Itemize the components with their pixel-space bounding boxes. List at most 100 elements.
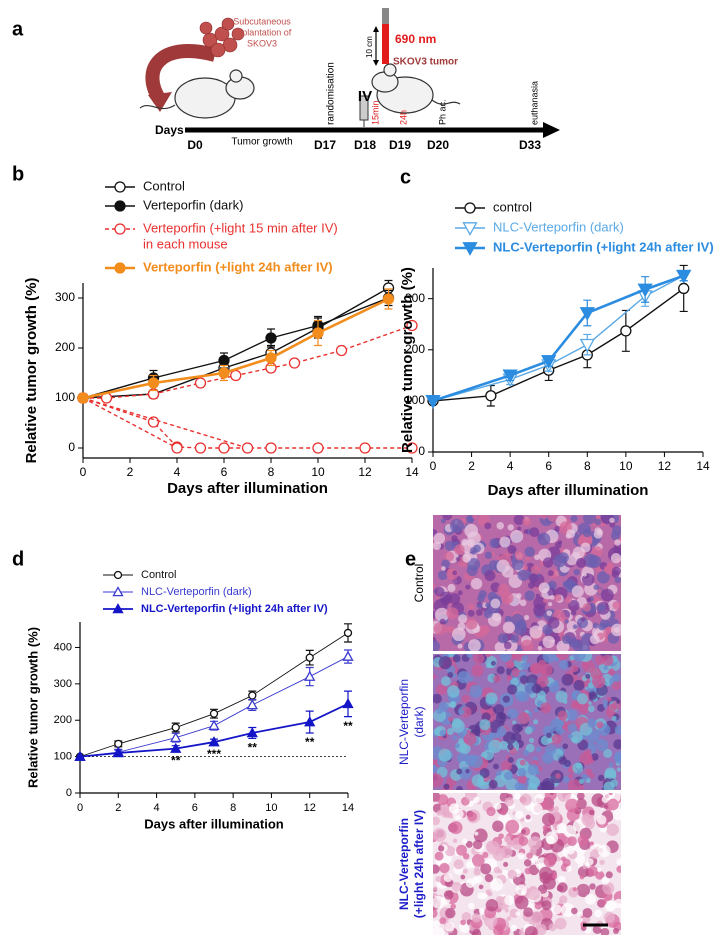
cell	[439, 618, 446, 625]
y-tick-label: 400	[54, 641, 72, 653]
x-tick-label: 8	[584, 459, 591, 473]
marker	[541, 355, 557, 369]
marker	[112, 747, 124, 758]
cell	[530, 565, 541, 575]
cell	[465, 617, 478, 630]
cell	[611, 525, 621, 536]
cell	[528, 836, 542, 850]
x-tick-label: 0	[80, 465, 87, 479]
cell	[561, 635, 571, 645]
cell	[453, 859, 464, 870]
cell	[452, 808, 464, 820]
cell	[558, 659, 569, 670]
cell	[610, 553, 621, 564]
x-tick-label: 8	[268, 465, 275, 479]
cell	[558, 899, 564, 905]
marker	[579, 338, 595, 353]
cell	[606, 696, 612, 702]
cell	[614, 576, 621, 584]
cell	[597, 604, 606, 612]
cell	[478, 908, 486, 915]
cell	[614, 725, 621, 735]
marker	[265, 442, 277, 454]
cell	[543, 855, 556, 868]
cell	[451, 881, 462, 892]
cell	[547, 515, 558, 523]
cell	[501, 760, 512, 772]
cell	[507, 708, 518, 720]
cell	[454, 743, 460, 749]
cell	[504, 908, 509, 913]
cell	[562, 776, 570, 783]
cell	[505, 819, 520, 834]
cell	[433, 640, 440, 651]
cell	[474, 831, 479, 836]
cell	[529, 664, 539, 674]
cell	[472, 876, 480, 884]
legend-marker	[114, 223, 126, 235]
legend-marker	[114, 200, 126, 212]
cell	[489, 538, 500, 549]
arrow-head	[373, 60, 379, 66]
cell	[522, 564, 528, 571]
cell	[578, 701, 591, 714]
marker	[620, 325, 632, 337]
marker	[579, 307, 595, 321]
marker	[676, 269, 692, 284]
cell	[557, 552, 569, 564]
cell	[542, 654, 557, 663]
cell	[525, 814, 531, 820]
cell	[446, 728, 454, 735]
cell	[507, 524, 514, 531]
series-line	[82, 397, 412, 449]
event-label: 24h	[398, 110, 408, 125]
cell	[576, 793, 585, 800]
cell	[511, 668, 521, 678]
cell	[507, 684, 518, 695]
series-line	[82, 397, 248, 449]
cell	[433, 908, 438, 918]
cell	[555, 719, 565, 728]
marker	[406, 442, 418, 454]
x-tick-label: 4	[174, 465, 181, 479]
cell	[462, 553, 472, 563]
cell	[567, 778, 582, 790]
marker	[288, 357, 301, 369]
cell	[571, 702, 577, 709]
cell	[467, 609, 475, 617]
cell	[519, 599, 527, 607]
cell	[465, 584, 471, 590]
cell	[471, 664, 484, 677]
series-line	[82, 297, 389, 399]
cell	[473, 796, 480, 804]
day-label: D0	[187, 138, 203, 152]
x-tick-label: 10	[265, 802, 277, 814]
series-line	[82, 297, 390, 400]
cell	[580, 617, 586, 622]
legend-marker	[462, 222, 478, 236]
cell	[433, 773, 444, 788]
cell	[533, 603, 546, 617]
phase-label: Tumor growth	[231, 137, 292, 148]
cell	[604, 767, 617, 779]
cell	[609, 521, 616, 528]
cell	[486, 806, 496, 817]
cell	[494, 802, 502, 810]
cell	[517, 767, 527, 777]
cell	[517, 852, 525, 860]
x-tick-label: 6	[545, 459, 552, 473]
cell	[494, 641, 507, 651]
legend-label: in each mouse	[143, 236, 228, 251]
cell	[576, 557, 587, 568]
cell	[452, 627, 466, 642]
cell	[540, 735, 551, 746]
cell	[560, 903, 575, 918]
cell	[465, 768, 470, 774]
day-label: D20	[427, 138, 449, 152]
y-tick-label: 0	[68, 440, 75, 454]
cell	[542, 635, 555, 649]
cell	[513, 793, 521, 800]
cell	[456, 785, 463, 790]
legend-marker	[462, 242, 478, 256]
cell	[441, 566, 446, 571]
